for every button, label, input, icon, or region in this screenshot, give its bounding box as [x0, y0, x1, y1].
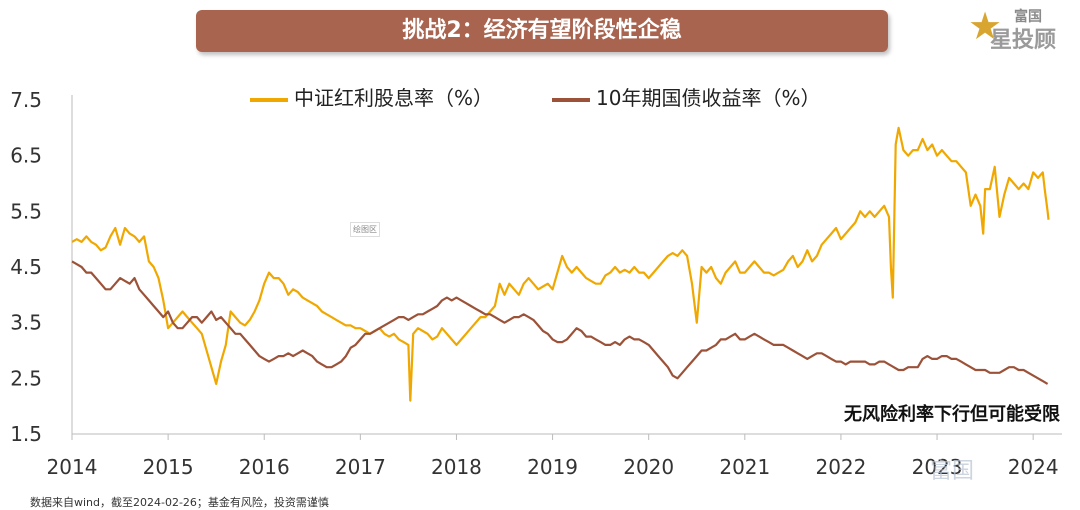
legend-item-dividend: 中证红利股息率（%）	[250, 82, 493, 111]
legend-item-bond: 10年期国债收益率（%）	[552, 82, 820, 111]
y-tick-label: 4.5	[10, 255, 42, 279]
x-tick-label: 2018	[431, 455, 482, 479]
x-tick-label: 2024	[1008, 455, 1059, 479]
y-tick-label: 7.5	[10, 88, 42, 112]
brand-logo: ★ 富国 星投顾	[968, 2, 1076, 53]
plot-area-stamp: 绘图区	[350, 222, 380, 237]
legend-swatch-bond	[552, 97, 590, 102]
x-tick-label: 2015	[143, 455, 194, 479]
watermark: 富国	[930, 459, 975, 484]
x-tick-label: 2017	[335, 455, 386, 479]
chart-annotation: 无风险利率下行但可能受限	[844, 404, 1060, 425]
y-tick-label: 5.5	[10, 199, 42, 223]
x-tick-label: 2022	[815, 455, 866, 479]
y-tick-label: 1.5	[10, 422, 42, 446]
series-line-dividend-yield	[71, 126, 1050, 402]
x-tick-label: 2014	[47, 455, 98, 479]
y-tick-label: 2.5	[10, 366, 42, 390]
legend-label-dividend: 中证红利股息率（%）	[294, 86, 494, 110]
legend-swatch-dividend	[250, 97, 288, 102]
source-footnote: 数据来自wind，截至2024-02-26；基金有风险，投资需谨慎	[30, 496, 329, 509]
y-tick-label: 6.5	[10, 144, 42, 168]
star-icon: ★	[968, 4, 1003, 48]
title-banner: 挑战2：经济有望阶段性企稳	[196, 10, 888, 52]
x-tick-label: 2020	[623, 455, 674, 479]
x-tick-label: 2016	[239, 455, 290, 479]
x-tick-label: 2021	[719, 455, 770, 479]
logo-main-text: 星投顾	[990, 28, 1057, 53]
y-tick-label: 3.5	[10, 311, 42, 335]
x-tick-label: 2019	[527, 455, 578, 479]
page-title: 挑战2：经济有望阶段性企稳	[402, 18, 682, 43]
x-tick-label: 2023	[912, 455, 963, 479]
legend-label-bond: 10年期国债收益率（%）	[596, 86, 821, 110]
series-line-bond-yield	[71, 260, 1049, 385]
logo-top-text: 富国	[1014, 9, 1042, 25]
